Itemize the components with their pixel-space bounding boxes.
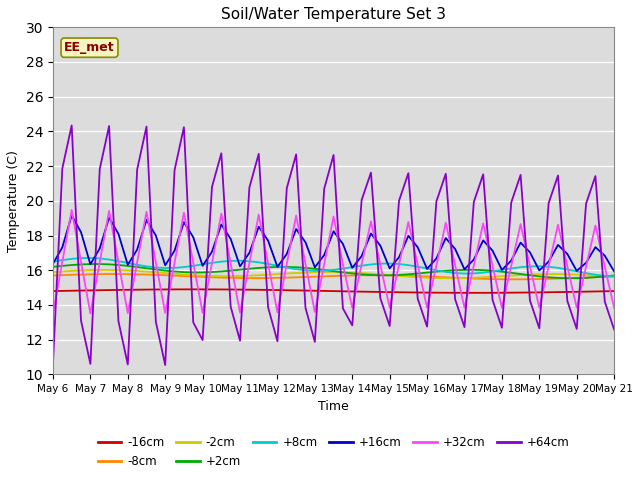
Title: Soil/Water Temperature Set 3: Soil/Water Temperature Set 3 — [221, 7, 446, 22]
Legend: -16cm, -8cm, -2cm, +2cm, +8cm, +16cm, +32cm, +64cm: -16cm, -8cm, -2cm, +2cm, +8cm, +16cm, +3… — [93, 432, 574, 473]
Text: EE_met: EE_met — [64, 41, 115, 54]
X-axis label: Time: Time — [318, 400, 349, 413]
Y-axis label: Temperature (C): Temperature (C) — [7, 150, 20, 252]
